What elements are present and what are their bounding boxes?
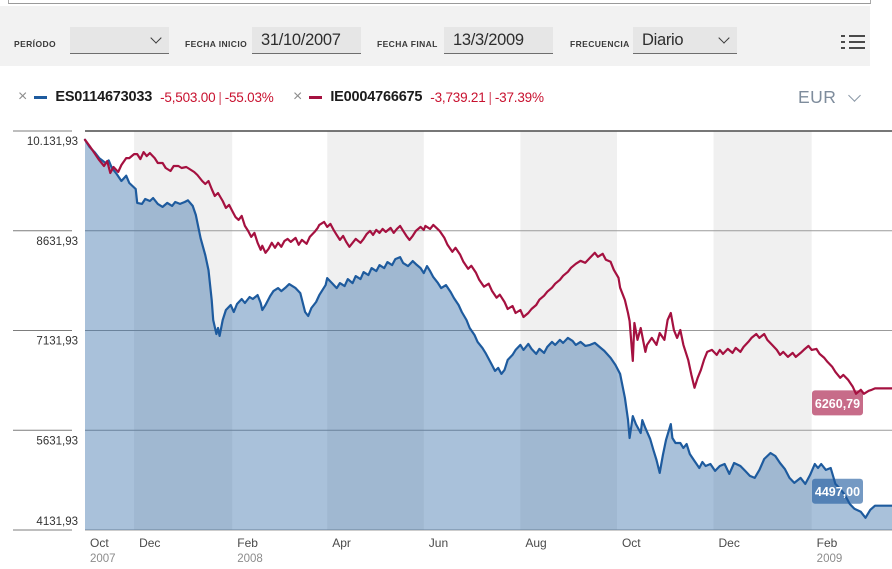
y-tick-label: 8631,93 (36, 236, 78, 248)
fecha-final-label: FECHA FINAL (377, 39, 438, 49)
y-tick-label: 10.131,93 (27, 136, 78, 148)
y-tick-label: 7131,93 (36, 336, 78, 348)
series-name: ES0114673033 (55, 89, 153, 105)
series-line-ES0114673033[interactable] (83, 138, 892, 519)
list-view-button[interactable] (840, 32, 866, 52)
series-change: -3,739.21 | -37.39% (430, 89, 544, 105)
x-tick-year: 2008 (237, 553, 263, 565)
fecha-final-value: 13/3/2009 (453, 30, 524, 49)
x-tick-month: Dec (139, 536, 160, 550)
legend: × ES0114673033 -5,503.00 | -55.03% × IE000… (0, 84, 892, 110)
x-tick-month: Dec (719, 536, 740, 550)
end-value-badge (812, 478, 863, 504)
series-color-dash (309, 95, 323, 99)
x-tick-year: 2007 (90, 553, 116, 565)
end-value-label: 4497,00 (815, 485, 860, 499)
chart-settings-toolbar: PERÍODO FECHA INICIO 31/10/2007 FECHA FI… (0, 6, 870, 66)
y-tick-label: 5631,93 (36, 435, 78, 447)
x-tick-month: Oct (90, 536, 109, 550)
price-chart[interactable]: 10.131,93 8631,93 7131,93 5631,93 4131,93 Oct… (0, 125, 892, 569)
x-tick-month: Aug (525, 536, 546, 550)
currency-label: EUR (798, 86, 837, 107)
chevron-down-icon (150, 32, 162, 44)
x-tick-month: Apr (332, 536, 351, 550)
x-tick-month: Oct (622, 536, 641, 550)
periodo-label: PERÍODO (14, 39, 57, 49)
fecha-inicio-value: 31/10/2007 (261, 30, 341, 49)
x-tick-month: Feb (237, 536, 258, 550)
legend-item: × IE0004766675 -3,739.21 | -37.39% (293, 84, 544, 110)
series-change: -5,503.00 | -55.03% (160, 89, 274, 105)
x-tick-year: 2009 (817, 553, 843, 565)
remove-series-button[interactable]: × (18, 88, 28, 105)
x-tick-month: Jun (429, 536, 448, 550)
series-area-ES0114673033 (85, 139, 892, 531)
end-value-label: 6260,79 (815, 397, 860, 411)
chevron-down-icon (848, 88, 862, 102)
legend-item: × ES0114673033 -5,503.00 | -55.03% (18, 84, 274, 110)
x-tick-month: Feb (817, 536, 838, 550)
currency-selector[interactable]: EUR (798, 84, 862, 110)
series-name: IE0004766675 (330, 89, 423, 105)
series-line-IE0004766675[interactable] (83, 138, 892, 395)
fecha-inicio-label: FECHA INICIO (185, 39, 248, 49)
series-color-dash (34, 95, 48, 99)
fecha-final-input[interactable]: 13/3/2009 (444, 27, 553, 54)
list-icon (841, 35, 865, 49)
frecuencia-select[interactable]: Diario (633, 27, 737, 54)
frecuencia-select-value: Diario (642, 30, 684, 49)
y-tick-label: 4131,93 (36, 516, 78, 528)
cropped-container-edge (8, 0, 871, 4)
periodo-select[interactable] (70, 27, 169, 54)
frecuencia-label: FRECUENCIA (570, 39, 630, 49)
remove-series-button[interactable]: × (293, 88, 303, 105)
fecha-inicio-input[interactable]: 31/10/2007 (252, 27, 361, 54)
end-value-badge (812, 390, 863, 416)
chevron-down-icon (718, 32, 730, 44)
